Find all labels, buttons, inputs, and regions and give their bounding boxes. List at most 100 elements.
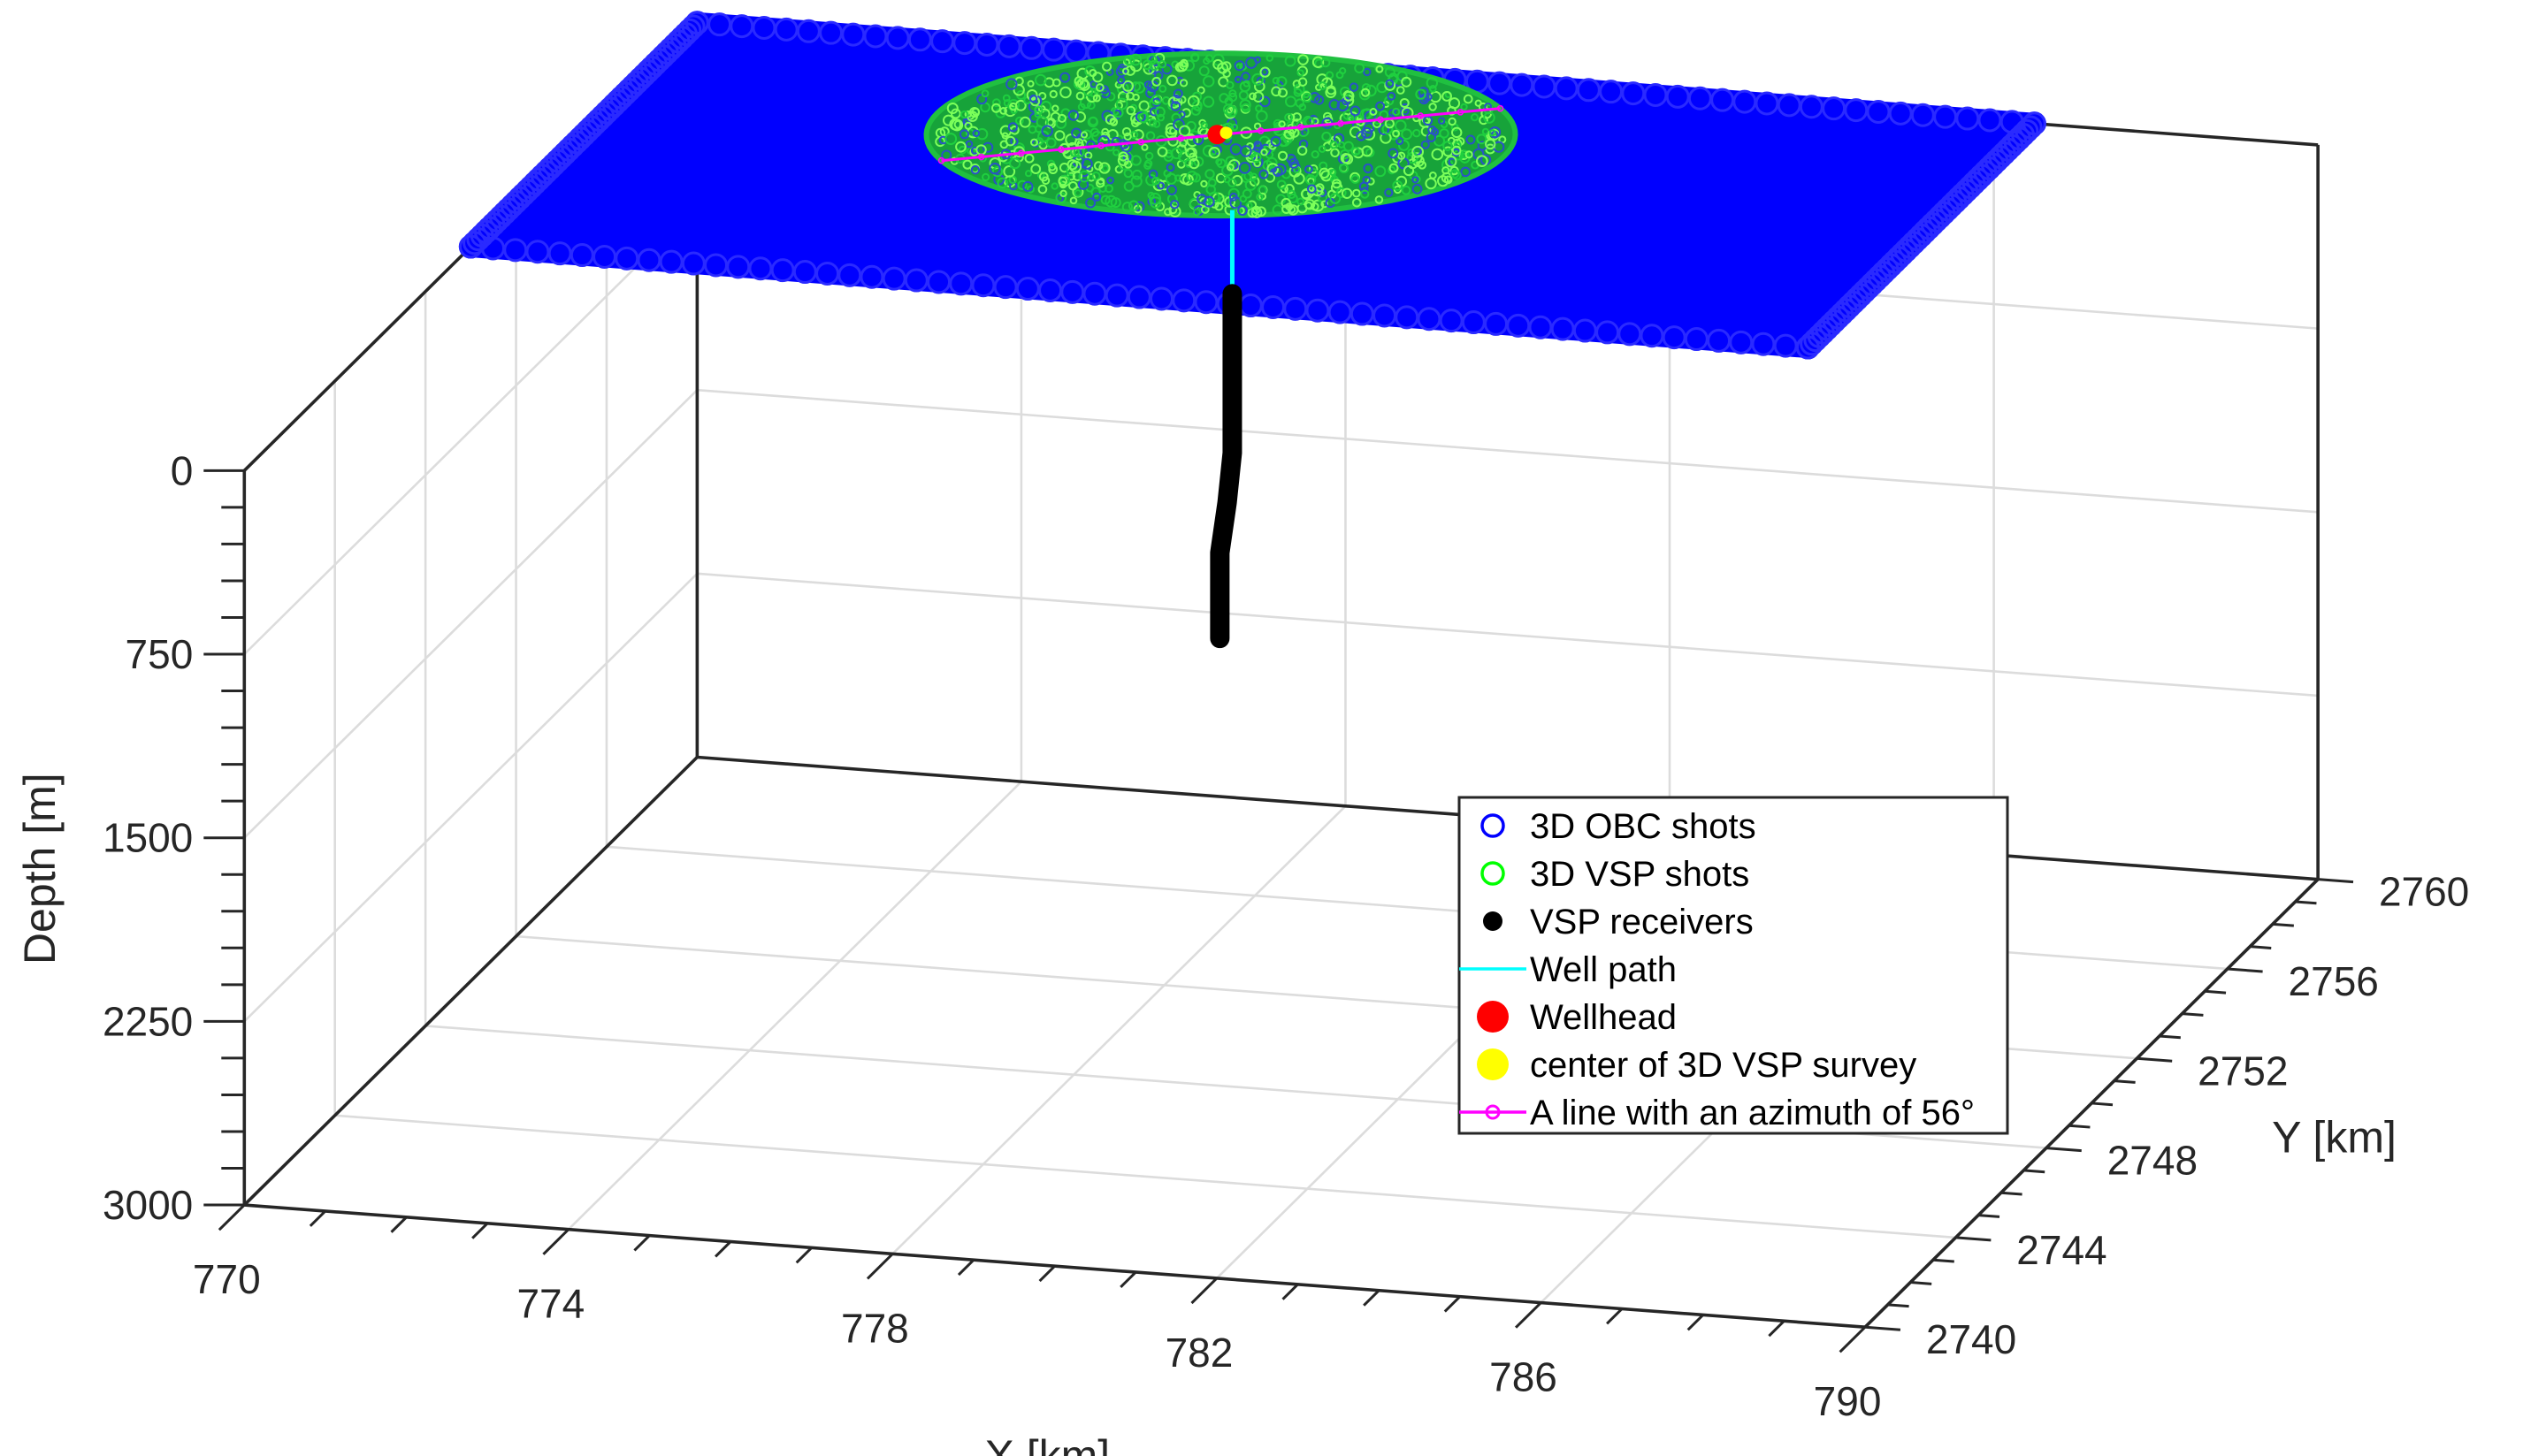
vsp-shot-marker xyxy=(1077,103,1086,111)
vsp-shot-marker xyxy=(982,141,994,153)
vsp-shot-marker xyxy=(1123,54,1135,66)
vsp-shot-marker xyxy=(1166,74,1178,87)
vsp-shot-marker xyxy=(1284,112,1294,122)
vsp-shot-marker xyxy=(1318,145,1327,153)
vsp-shot-marker xyxy=(1320,57,1331,68)
y-minor-tick xyxy=(2068,1124,2091,1129)
y-major-tick xyxy=(2318,878,2354,884)
vsp-shot-marker xyxy=(1133,129,1144,141)
vsp-shot-marker xyxy=(1251,205,1261,215)
vsp-shot-marker xyxy=(1002,94,1011,103)
vsp-shot-marker xyxy=(1050,111,1061,123)
vsp-shot-marker xyxy=(1176,61,1188,72)
obc-shot-marker xyxy=(458,234,483,259)
azimuth-line-marker xyxy=(1456,109,1464,116)
vsp-shot-marker xyxy=(1028,94,1038,103)
vsp-shot-marker xyxy=(1411,183,1423,194)
vsp-shot-marker xyxy=(1180,58,1189,68)
vsp-shot-marker xyxy=(1078,170,1091,183)
vsp-shot-marker xyxy=(1314,95,1325,105)
vsp-shot-marker xyxy=(1145,131,1156,141)
vsp-shot-marker xyxy=(1200,179,1208,188)
x-minor-tick xyxy=(1606,1307,1624,1325)
vsp-shot-marker xyxy=(1384,95,1395,106)
legend-swatch xyxy=(1483,911,1502,931)
azimuth-line-marker xyxy=(1377,116,1384,124)
vsp-shot-marker xyxy=(1074,111,1087,123)
vsp-shot-marker xyxy=(1102,61,1112,72)
vsp-shot-marker xyxy=(1203,195,1215,208)
y-tick-label: 2744 xyxy=(2016,1227,2106,1273)
vsp-shot-marker xyxy=(1041,176,1051,185)
vsp-shot-marker xyxy=(1411,145,1425,158)
vsp-shot-marker xyxy=(1118,151,1128,162)
vsp-shot-marker xyxy=(1403,164,1415,177)
vsp-shot-marker xyxy=(1237,205,1248,217)
legend-item: 3D OBC shots xyxy=(1480,807,1756,846)
vsp-shot-marker xyxy=(1157,181,1166,190)
vsp-shot-marker xyxy=(1051,78,1061,88)
vsp-shot-marker xyxy=(1112,107,1124,118)
vsp-shot-marker xyxy=(1076,77,1090,90)
vsp-shot-marker xyxy=(1130,175,1143,187)
z-tick-label: 0 xyxy=(171,447,194,493)
vsp-shot-marker xyxy=(1074,189,1082,197)
obc-shot-marker xyxy=(463,231,487,255)
vsp-shot-marker xyxy=(1165,172,1178,185)
azimuth-line-marker xyxy=(1097,142,1105,149)
vsp-shot-marker xyxy=(1126,105,1136,116)
vsp-shot-marker xyxy=(1081,131,1089,139)
vsp-shot-marker xyxy=(1040,100,1052,112)
vsp-shot-marker xyxy=(1321,131,1332,142)
vsp-shot-marker xyxy=(1360,88,1371,97)
vsp-shot-marker xyxy=(1105,194,1118,208)
y-minor-tick xyxy=(1977,1214,2000,1218)
axis-edge xyxy=(244,1203,1866,1330)
vsp-shot-marker xyxy=(1297,54,1309,65)
azimuth-line-marker xyxy=(977,153,985,161)
tick-labels: 770 774 778 782 786 790 2740274427482752275627… xyxy=(103,447,2469,1424)
vsp-shot-marker xyxy=(1005,78,1018,90)
vsp-shot-marker xyxy=(1189,157,1200,170)
tick-marks xyxy=(203,469,2354,1353)
z-tick-label: 750 xyxy=(126,631,194,677)
vsp-shot-marker xyxy=(1339,163,1349,174)
axis-labels: X [km] Y [km] Depth [m] xyxy=(15,773,2397,1456)
vsp-shot-marker xyxy=(1475,155,1488,168)
vsp-shot-marker xyxy=(1326,85,1336,95)
vsp-shot-marker xyxy=(1146,54,1158,65)
vsp-shot-marker xyxy=(1186,171,1198,183)
vsp-shot-marker xyxy=(1179,79,1189,88)
vsp-shot-marker xyxy=(1131,169,1143,180)
vsp-shot-marker xyxy=(1311,199,1325,212)
vsp-shot-marker xyxy=(1197,86,1205,95)
vsp-shot-marker xyxy=(1169,199,1180,210)
vsp-shot-marker xyxy=(959,129,969,140)
vsp-shot-marker xyxy=(998,151,1009,163)
vsp-shot-marker xyxy=(1351,188,1361,198)
vsp-shot-marker xyxy=(1375,101,1385,111)
vsp-shot-marker xyxy=(990,103,1001,113)
vsp-shot-marker xyxy=(1277,88,1288,98)
vsp-shot-marker xyxy=(1439,128,1449,139)
legend-label: A line with an azimuth of 56° xyxy=(1530,1094,1975,1132)
vsp-shot-marker xyxy=(1395,86,1405,95)
vsp-shot-marker xyxy=(1125,91,1135,101)
vsp-shot-marker xyxy=(1304,174,1317,186)
y-minor-tick xyxy=(1932,1258,1954,1263)
x-minor-tick xyxy=(1038,1265,1056,1283)
x-minor-tick xyxy=(795,1246,813,1264)
vsp-shot-marker xyxy=(1388,165,1396,175)
vsp-shot-marker xyxy=(1066,164,1077,177)
vsp-shot-marker xyxy=(1069,196,1078,205)
legend-item: Wellhead xyxy=(1477,998,1677,1037)
vsp-shot-marker xyxy=(1057,113,1067,123)
vsp-shot-marker xyxy=(1051,104,1059,112)
vsp-shot-marker xyxy=(1030,164,1042,175)
vsp-shot-marker xyxy=(1228,89,1237,98)
vsp-shot-marker xyxy=(1007,122,1018,133)
vsp-shot-marker xyxy=(1464,150,1473,159)
y-major-tick xyxy=(1864,1325,1901,1331)
